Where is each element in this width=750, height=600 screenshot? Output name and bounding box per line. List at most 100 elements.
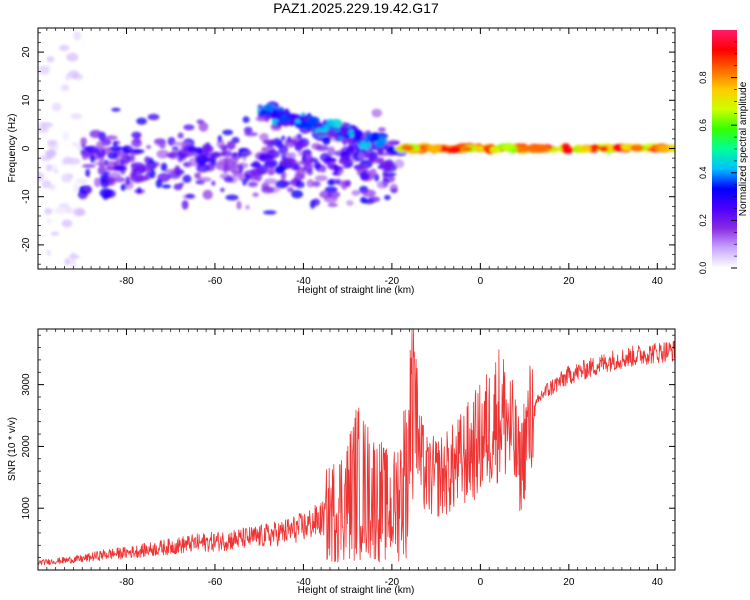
heatmap-cell (231, 136, 240, 144)
heatmap-cell (320, 166, 325, 173)
heatmap-cell (46, 149, 56, 159)
heatmap-cell (242, 150, 253, 156)
heatmap-cell (351, 189, 361, 196)
heatmap-cell (136, 187, 142, 195)
heatmap-cell (196, 171, 202, 180)
heatmap-cell (658, 145, 673, 151)
heatmap-cell (100, 178, 109, 188)
heatmap-cell (109, 145, 124, 152)
heatmap-cell (334, 165, 344, 172)
heatmap-cell (375, 142, 384, 148)
heatmap-cell (54, 207, 67, 214)
heatmap-cell (630, 144, 644, 152)
heatmap-cell (210, 152, 216, 161)
heatmap-cell (109, 171, 121, 180)
heatmap-cell (89, 129, 102, 139)
heatmap-cell (327, 146, 335, 156)
x-tick-label: -60 (208, 577, 223, 588)
heatmap-cell (154, 162, 160, 167)
heatmap-cell (245, 205, 250, 210)
x-tick-label: 20 (563, 276, 575, 287)
heatmap-cell (154, 139, 167, 147)
x-tick-label: 20 (563, 577, 575, 588)
heatmap-cell (314, 131, 328, 137)
spectrogram-frame (37, 27, 676, 270)
heatmap-cell (322, 136, 331, 145)
heatmap-cell (160, 162, 168, 172)
heatmap-cell (105, 135, 118, 140)
heatmap-cell (86, 145, 99, 154)
heatmap-cell (327, 202, 338, 208)
heatmap-cell (64, 258, 71, 266)
heatmap-cell (389, 141, 396, 147)
heatmap-cell (335, 179, 341, 185)
heatmap-cell (120, 183, 126, 191)
heatmap-cell (372, 158, 385, 164)
heatmap-cell (252, 192, 259, 197)
y-tick-label: 2000 (21, 435, 32, 458)
heatmap-cell (68, 70, 80, 80)
heatmap-cell (94, 177, 101, 188)
snr-series-line (38, 329, 675, 566)
heatmap-cell (82, 164, 96, 168)
snr-ylabel: SNR (10 * v/v) (7, 417, 18, 481)
spectrogram-ylabel: Frequency (Hz) (7, 114, 18, 183)
heatmap-cell (149, 169, 156, 179)
heatmap-cell (77, 189, 88, 200)
x-tick-label: -40 (296, 276, 311, 287)
heatmap-cell (80, 137, 87, 146)
spectrogram-xlabel: Height of straight line (km) (298, 285, 415, 296)
heatmap-cell (489, 146, 500, 154)
heatmap-cell (371, 108, 383, 118)
colorbar-tick-label: 0.8 (698, 71, 708, 84)
heatmap-cell (173, 183, 183, 191)
colorbar-tick-label: 0.2 (698, 214, 708, 227)
heatmap-cell (59, 44, 70, 52)
heatmap-cell (281, 135, 286, 141)
heatmap-cell (293, 162, 300, 171)
heatmap-cell (297, 149, 302, 157)
heatmap-cell (314, 175, 328, 182)
heatmap-cell (125, 176, 131, 186)
heatmap-cell (63, 277, 74, 284)
heatmap-cell (363, 152, 371, 159)
heatmap-cell (96, 148, 106, 159)
heatmap-cell (103, 171, 111, 176)
heatmap-cell (133, 166, 146, 174)
heatmap-cell (182, 145, 195, 153)
heatmap-cell (315, 145, 330, 152)
x-tick-label: 40 (652, 276, 664, 287)
heatmap-cell (61, 219, 73, 228)
colorbar-label: Normalized spectral amplitude (738, 81, 749, 216)
x-tick-label: 40 (652, 577, 664, 588)
heatmap-cell (124, 154, 130, 164)
heatmap-cell (264, 104, 273, 112)
x-tick-label: -20 (385, 276, 400, 287)
heatmap-cell (60, 84, 70, 92)
colorbar-gradient (712, 30, 737, 268)
heatmap-cell (284, 138, 297, 148)
heatmap-cell (306, 169, 313, 176)
heatmap-cell (183, 124, 195, 131)
heatmap-cell (44, 207, 53, 215)
heatmap-cell (334, 170, 339, 176)
heatmap-cell (113, 165, 128, 171)
heatmap-cell (75, 177, 88, 185)
heatmap-cell (250, 169, 260, 176)
heatmap-cell (382, 172, 397, 177)
heatmap-cell (73, 183, 79, 193)
heatmap-cell (244, 132, 258, 137)
heatmap-cell (301, 154, 307, 162)
y-tick-label: 0 (21, 145, 32, 151)
x-tick-label: -80 (119, 276, 134, 287)
heatmap-cell (367, 156, 375, 164)
heatmap-cell (222, 129, 234, 136)
heatmap-cell (526, 144, 538, 152)
heatmap-cell (326, 118, 334, 127)
heatmap-cell (66, 52, 79, 62)
colorbar-tick-label: 0.6 (698, 119, 708, 132)
heatmap-cell (65, 73, 70, 82)
x-tick-label: -20 (385, 577, 400, 588)
heatmap-cell (46, 139, 58, 145)
heatmap-cell (252, 160, 261, 169)
